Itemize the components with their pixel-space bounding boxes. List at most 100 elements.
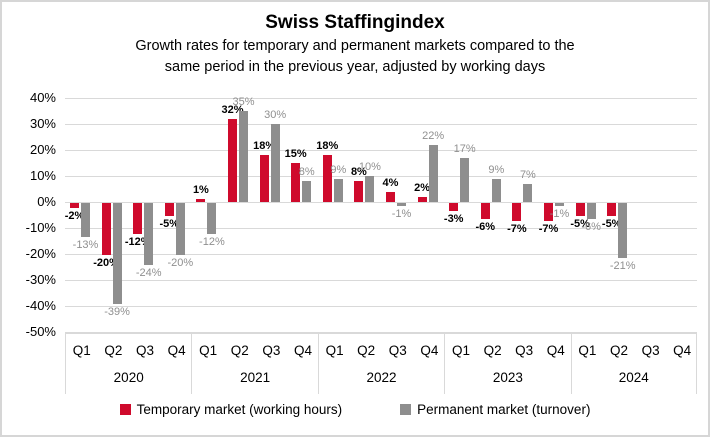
year-cell-2020: Q1 Q2 Q3 Q4 2020 xyxy=(65,334,191,394)
data-label: -21% xyxy=(609,259,636,272)
plot-area: -2% -20% -12% -5% 1% 32% 18% 15% 18% 8% 4% 2% -3% -6%… xyxy=(65,96,697,333)
bar-permanent xyxy=(555,203,564,206)
bar-temporary xyxy=(480,203,490,219)
data-label: 8% xyxy=(350,166,367,179)
bar-temporary xyxy=(449,203,459,211)
gridline xyxy=(65,150,697,151)
quarter-label: Q4 xyxy=(546,343,565,358)
bar-permanent xyxy=(491,178,501,202)
data-label: 4% xyxy=(382,176,399,189)
bar-temporary xyxy=(607,203,617,216)
gridline xyxy=(65,98,697,99)
bar-temporary xyxy=(133,203,143,235)
data-label: 9% xyxy=(330,163,347,176)
bar-temporary xyxy=(417,196,427,202)
bar-permanent xyxy=(523,183,533,202)
bar-permanent xyxy=(144,203,154,266)
bar-temporary xyxy=(322,155,332,202)
data-label: -12% xyxy=(199,236,225,249)
bar-temporary xyxy=(386,191,395,202)
data-label: -24% xyxy=(135,267,162,280)
data-label: -20% xyxy=(167,257,194,269)
data-label: -7% xyxy=(538,223,559,236)
quarter-label: Q1 xyxy=(72,343,91,358)
y-tick-label: -20% xyxy=(25,246,56,261)
data-label: -6% xyxy=(581,220,601,233)
chart-subtitle: Growth rates for temporary and permanent… xyxy=(2,36,708,78)
chart-title: Swiss Staffingindex xyxy=(265,12,445,33)
data-label: -5% xyxy=(159,218,180,230)
year-cell-2022: Q1 Q2 Q3 Q4 2022 xyxy=(317,334,444,394)
bar-temporary xyxy=(259,155,269,202)
bar-permanent xyxy=(239,111,248,202)
year-cell-2021: Q1 Q2 Q3 Q4 2021 xyxy=(191,334,317,394)
year-cell-2023: Q1 Q2 Q3 Q4 2023 xyxy=(444,334,570,394)
quarter-label: Q3 xyxy=(641,343,660,358)
data-label: -7% xyxy=(507,223,527,236)
quarter-label: Q2 xyxy=(104,343,123,358)
bar-temporary xyxy=(196,199,206,202)
bar-temporary xyxy=(354,181,364,202)
gridline xyxy=(65,202,697,203)
quarter-label: Q4 xyxy=(167,343,186,358)
quarter-label: Q3 xyxy=(515,343,534,358)
year-label: 2023 xyxy=(492,370,523,385)
data-label: 9% xyxy=(488,163,505,176)
data-label: 22% xyxy=(422,129,445,142)
subtitle-line-1: Growth rates for temporary and permanent… xyxy=(135,38,575,54)
year-label: 2021 xyxy=(240,370,271,385)
data-label: 8% xyxy=(298,166,315,179)
quarter-label: Q2 xyxy=(230,343,249,358)
bar-permanent xyxy=(175,203,185,255)
gridline xyxy=(65,124,697,125)
year-label: 2022 xyxy=(366,370,397,385)
x-axis-band: Q1 Q2 Q3 Q4 2020 Q1 Q2 Q3 Q4 2021 Q1 Q2 Q3 Q4 2022 Q1 Q2… xyxy=(65,333,697,394)
data-label: -5% xyxy=(570,218,590,230)
data-label: -39% xyxy=(104,306,130,319)
gridline xyxy=(65,280,697,281)
year-label: 2024 xyxy=(618,370,649,385)
quarter-label: Q1 xyxy=(578,343,597,358)
quarter-label: Q1 xyxy=(451,343,470,358)
quarter-label: Q3 xyxy=(388,343,407,358)
bar-temporary xyxy=(512,203,522,222)
data-label: -20% xyxy=(93,257,119,269)
bar-permanent xyxy=(460,157,470,202)
bar-permanent xyxy=(112,203,122,305)
bar-permanent xyxy=(333,178,343,202)
bar-permanent xyxy=(81,203,90,237)
quarter-label: Q3 xyxy=(135,343,154,358)
bar-permanent xyxy=(365,176,375,202)
data-label: -3% xyxy=(443,212,464,225)
data-label: 7% xyxy=(519,168,536,181)
y-tick-label: -30% xyxy=(25,272,56,287)
bar-permanent xyxy=(270,124,280,202)
quarter-label: Q4 xyxy=(673,343,692,358)
data-label: 10% xyxy=(358,161,381,173)
data-label: -5% xyxy=(601,218,622,230)
gridline xyxy=(65,332,697,333)
bar-temporary xyxy=(544,203,553,222)
quarter-label: Q2 xyxy=(483,343,502,358)
legend-label-permanent: Permanent market (turnover) xyxy=(417,402,591,417)
data-label: 32% xyxy=(221,103,244,116)
permanent-swatch-icon xyxy=(400,404,412,415)
y-tick-label: 40% xyxy=(29,90,56,105)
legend-label-temporary: Temporary market (working hours) xyxy=(136,402,343,417)
data-label: -6% xyxy=(475,220,496,233)
quarter-label: Q1 xyxy=(199,343,218,358)
quarter-label: Q1 xyxy=(325,343,344,358)
y-tick-label: 10% xyxy=(29,168,56,183)
data-label: -1% xyxy=(391,207,412,220)
data-label: 2% xyxy=(414,181,431,194)
y-tick-label: -10% xyxy=(25,220,56,235)
quarter-label: Q3 xyxy=(262,343,281,358)
bar-temporary xyxy=(70,203,79,209)
bar-temporary xyxy=(164,203,174,216)
bar-permanent xyxy=(586,203,596,219)
gridline xyxy=(65,228,697,229)
year-label: 2020 xyxy=(113,370,144,385)
y-tick-label: -50% xyxy=(25,324,56,339)
y-tick-label: -40% xyxy=(25,298,56,313)
